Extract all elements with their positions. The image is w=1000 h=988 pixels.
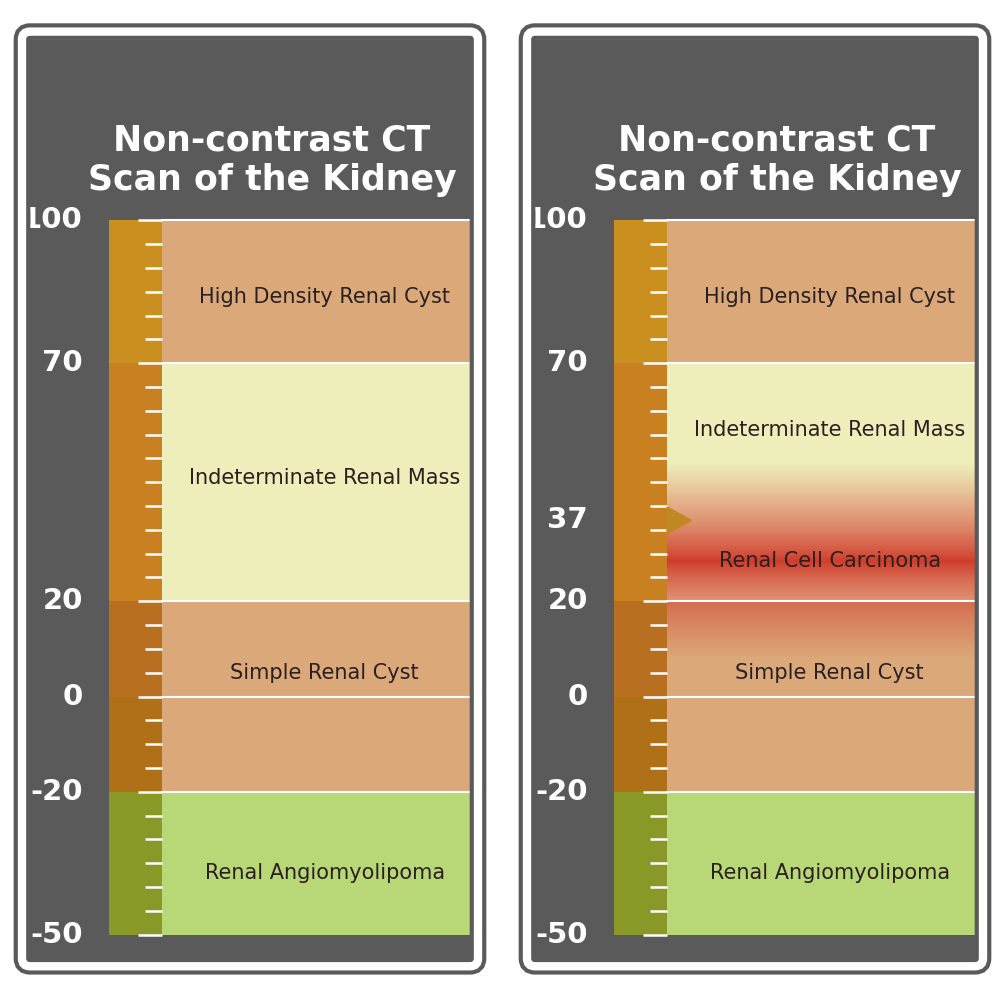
Text: 70: 70 bbox=[547, 349, 588, 377]
Text: 20: 20 bbox=[547, 587, 588, 616]
Text: Indeterminate Renal Mass: Indeterminate Renal Mass bbox=[189, 467, 460, 487]
Bar bbox=[614, 791, 667, 935]
Text: 37: 37 bbox=[547, 507, 588, 535]
Bar bbox=[667, 791, 975, 935]
Text: 70: 70 bbox=[42, 349, 83, 377]
Bar bbox=[109, 697, 162, 791]
Bar bbox=[109, 364, 162, 602]
Bar bbox=[614, 602, 667, 697]
Text: Non-contrast CT
Scan of the Kidney: Non-contrast CT Scan of the Kidney bbox=[593, 124, 961, 197]
Bar bbox=[109, 220, 162, 364]
Bar bbox=[667, 602, 975, 791]
Bar bbox=[614, 697, 667, 791]
Text: Renal Angiomyolipoma: Renal Angiomyolipoma bbox=[710, 863, 950, 882]
Polygon shape bbox=[667, 507, 691, 534]
Text: -20: -20 bbox=[535, 778, 588, 806]
Text: High Density Renal Cyst: High Density Renal Cyst bbox=[704, 287, 955, 306]
Bar bbox=[162, 364, 470, 602]
Text: High Density Renal Cyst: High Density Renal Cyst bbox=[199, 287, 450, 306]
Bar bbox=[162, 602, 470, 791]
Bar bbox=[109, 791, 162, 935]
Text: -50: -50 bbox=[30, 921, 83, 948]
Text: Renal Angiomyolipoma: Renal Angiomyolipoma bbox=[205, 863, 445, 882]
Bar bbox=[667, 220, 975, 364]
Text: Non-contrast CT
Scan of the Kidney: Non-contrast CT Scan of the Kidney bbox=[88, 124, 456, 197]
Bar bbox=[614, 364, 667, 602]
Text: Simple Renal Cyst: Simple Renal Cyst bbox=[735, 663, 924, 683]
Text: 0: 0 bbox=[568, 683, 588, 710]
Text: Simple Renal Cyst: Simple Renal Cyst bbox=[230, 663, 419, 683]
Bar bbox=[667, 364, 975, 602]
Text: Indeterminate Renal Mass: Indeterminate Renal Mass bbox=[694, 420, 965, 440]
Text: 0: 0 bbox=[63, 683, 83, 710]
Text: Renal Cell Carcinoma: Renal Cell Carcinoma bbox=[719, 551, 941, 571]
Text: -20: -20 bbox=[30, 778, 83, 806]
Bar bbox=[109, 602, 162, 697]
Bar bbox=[614, 220, 667, 364]
Text: 100: 100 bbox=[527, 206, 588, 234]
Bar bbox=[162, 220, 470, 364]
Bar bbox=[162, 791, 470, 935]
Text: -50: -50 bbox=[535, 921, 588, 948]
Text: 100: 100 bbox=[22, 206, 83, 234]
Text: 20: 20 bbox=[42, 587, 83, 616]
